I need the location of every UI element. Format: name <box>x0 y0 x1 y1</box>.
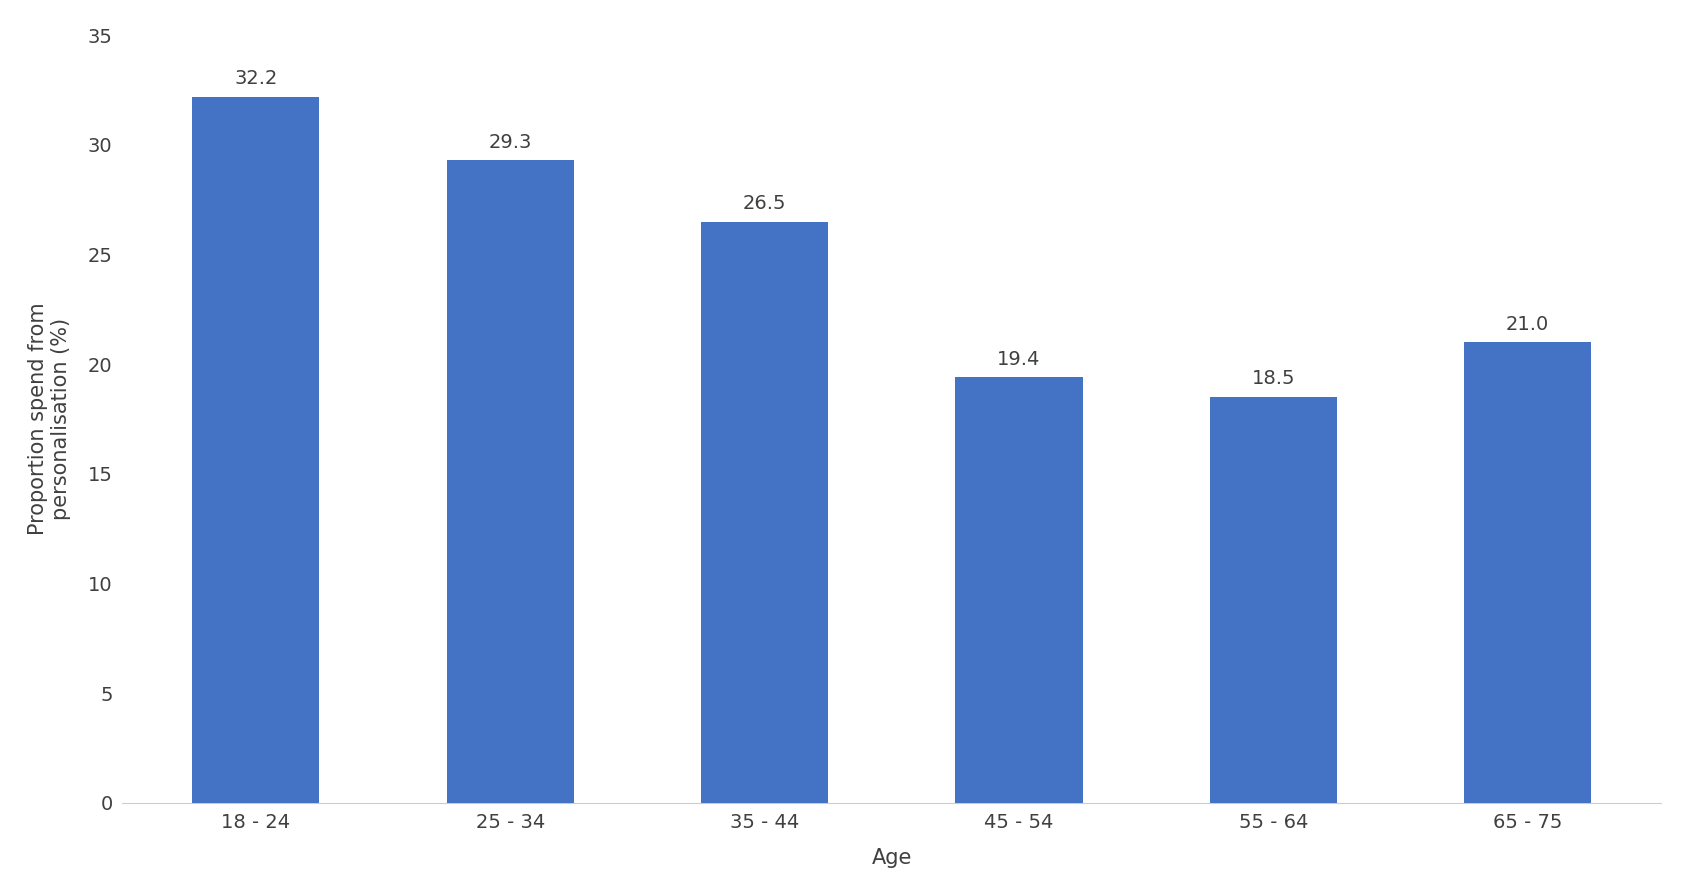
Text: 19.4: 19.4 <box>997 349 1040 368</box>
Text: 18.5: 18.5 <box>1252 369 1295 388</box>
X-axis label: Age: Age <box>872 849 912 868</box>
Text: 29.3: 29.3 <box>488 133 532 151</box>
Bar <box>701 221 828 803</box>
Y-axis label: Proportion spend from
personalisation (%): Proportion spend from personalisation (%… <box>27 303 71 536</box>
Bar <box>446 160 574 803</box>
Bar <box>956 377 1083 803</box>
Text: 26.5: 26.5 <box>743 194 787 213</box>
Bar <box>1209 397 1338 803</box>
Bar <box>193 97 319 803</box>
Bar <box>1464 342 1591 803</box>
Text: 21.0: 21.0 <box>1507 314 1549 333</box>
Text: 32.2: 32.2 <box>235 69 277 88</box>
